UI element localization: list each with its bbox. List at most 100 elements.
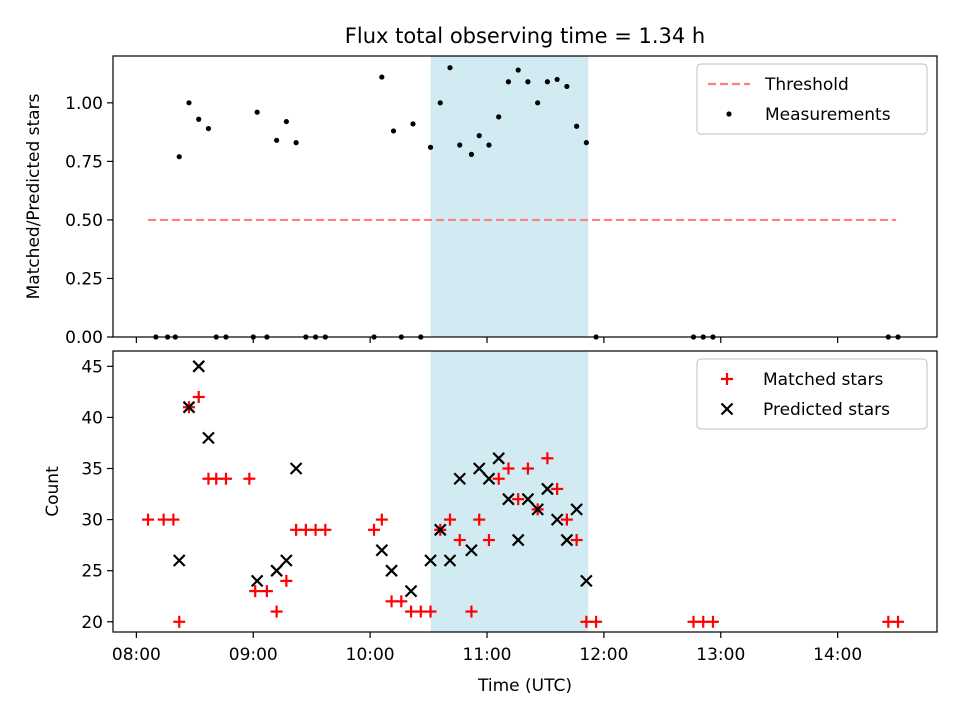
y-axis-label: Matched/Predicted stars — [24, 93, 44, 299]
observing-span-shade — [430, 56, 589, 337]
matched-star-point — [219, 472, 232, 485]
matched-star-point — [482, 534, 495, 547]
measurement-point — [379, 74, 385, 80]
matched-star-point — [473, 513, 486, 526]
predicted-star-stroke-b — [443, 554, 457, 567]
matched-star-point — [570, 534, 583, 547]
predicted-star-stroke-b — [172, 554, 186, 567]
matched-star-point — [319, 523, 332, 536]
y-tick-label: 20 — [81, 613, 103, 633]
y-axis-label: Count — [43, 466, 63, 517]
y-tick-label: 0.75 — [65, 152, 103, 172]
matched-star-point — [502, 462, 515, 475]
chart-title: Flux total observing time = 1.34 h — [345, 24, 705, 48]
predicted-star-stroke-b — [453, 472, 467, 486]
legend-box — [696, 358, 928, 430]
measurement-point — [196, 116, 202, 122]
measurement-point — [176, 154, 182, 160]
predicted-star-stroke-b — [280, 554, 293, 567]
predicted-star-point — [465, 543, 478, 557]
predicted-star-stroke-b — [570, 503, 583, 516]
predicted-star-point — [375, 543, 389, 557]
y-tick-label: 25 — [81, 562, 103, 582]
measurement-point — [574, 123, 580, 129]
predicted-star-point — [541, 482, 554, 496]
predicted-star-point — [560, 533, 574, 547]
predicted-star-stroke-b — [250, 574, 264, 588]
predicted-star-point — [280, 554, 293, 567]
predicted-star-point — [443, 554, 457, 567]
y-tick-label: 0.00 — [65, 328, 103, 348]
matched-star-point — [270, 605, 283, 618]
matched-star-point — [260, 585, 273, 598]
predicted-star-point — [472, 462, 486, 475]
matched-star-point — [560, 513, 573, 526]
measurement-point — [468, 151, 475, 157]
matched-star-point — [453, 534, 466, 547]
measurement-point — [390, 128, 397, 134]
predicted-star-point — [385, 564, 398, 577]
predicted-star-stroke-b — [404, 584, 418, 598]
matched-star-point — [706, 615, 719, 628]
y-tick-label: 45 — [81, 357, 103, 377]
measurement-point — [525, 79, 531, 85]
observing-span-shade — [430, 351, 589, 632]
predicted-star-stroke-b — [492, 452, 505, 465]
matched-star-point — [249, 585, 262, 598]
legend-measurement-swatch — [726, 111, 732, 117]
predicted-star-point — [424, 554, 437, 567]
matched-star-point — [368, 523, 381, 536]
matched-star-point — [424, 605, 437, 618]
predicted-star-point — [453, 472, 467, 486]
x-tick-label: 14:00 — [813, 645, 862, 665]
matched-star-point — [142, 513, 155, 526]
x-tick-label: 10:00 — [346, 645, 395, 665]
measurement-point — [437, 100, 443, 106]
predicted-star-stroke-b — [289, 462, 303, 475]
y-tick-label: 0.25 — [65, 269, 103, 289]
axes-frame — [112, 350, 938, 633]
predicted-star-stroke-b — [202, 431, 215, 445]
y-tick-label: 1.00 — [65, 94, 103, 114]
measurement-point — [476, 133, 482, 139]
predicted-star-stroke-b — [482, 472, 496, 486]
predicted-star-point — [182, 400, 196, 414]
predicted-star-stroke-b — [560, 533, 574, 547]
matched-star-point — [243, 472, 256, 485]
predicted-star-stroke-b — [375, 543, 389, 557]
measurement-point — [427, 144, 434, 150]
legend: Matched stars Predicted stars — [696, 358, 928, 430]
y-tick-label: 0.50 — [65, 211, 103, 231]
predicted-star-point — [570, 503, 583, 516]
measurement-point — [496, 114, 502, 120]
measurement-point — [293, 140, 299, 146]
x-tick-label: 13:00 — [696, 645, 745, 665]
predicted-star-point — [482, 472, 496, 486]
legend-predicted-swatch-b — [720, 402, 734, 416]
legend-box — [696, 63, 928, 135]
matched-star-point — [280, 574, 293, 587]
measurement-point — [486, 142, 492, 148]
matched-star-point — [173, 615, 186, 628]
predicted-star-stroke-b — [472, 462, 486, 475]
y-tick-label: 40 — [81, 408, 103, 428]
predicted-star-stroke-b — [541, 482, 554, 496]
predicted-star-point — [492, 452, 505, 465]
predicted-star-point — [404, 584, 418, 598]
bottom-panel: 20 25 30 35 40 45 08:00 09:00 10:00 11:00 12:00 13:… — [43, 350, 938, 696]
matched-star-point — [192, 390, 205, 403]
y-tick-label: 35 — [81, 460, 103, 480]
matched-star-point — [541, 452, 554, 465]
predicted-star-point — [289, 462, 303, 475]
y-tick-label: 30 — [81, 511, 103, 531]
predicted-star-stroke-b — [580, 574, 593, 588]
measurement-point — [583, 140, 589, 146]
predicted-star-stroke-b — [192, 360, 205, 373]
top-panel: 0.00 0.25 0.50 0.75 1.00 Matched/Predicted st… — [24, 55, 938, 348]
predicted-star-point — [250, 574, 264, 588]
predicted-star-stroke-b — [521, 492, 535, 506]
measurement-point — [447, 65, 453, 71]
predicted-star-stroke-b — [465, 543, 478, 557]
predicted-star-stroke-b — [385, 564, 398, 577]
measurement-point — [410, 121, 416, 127]
